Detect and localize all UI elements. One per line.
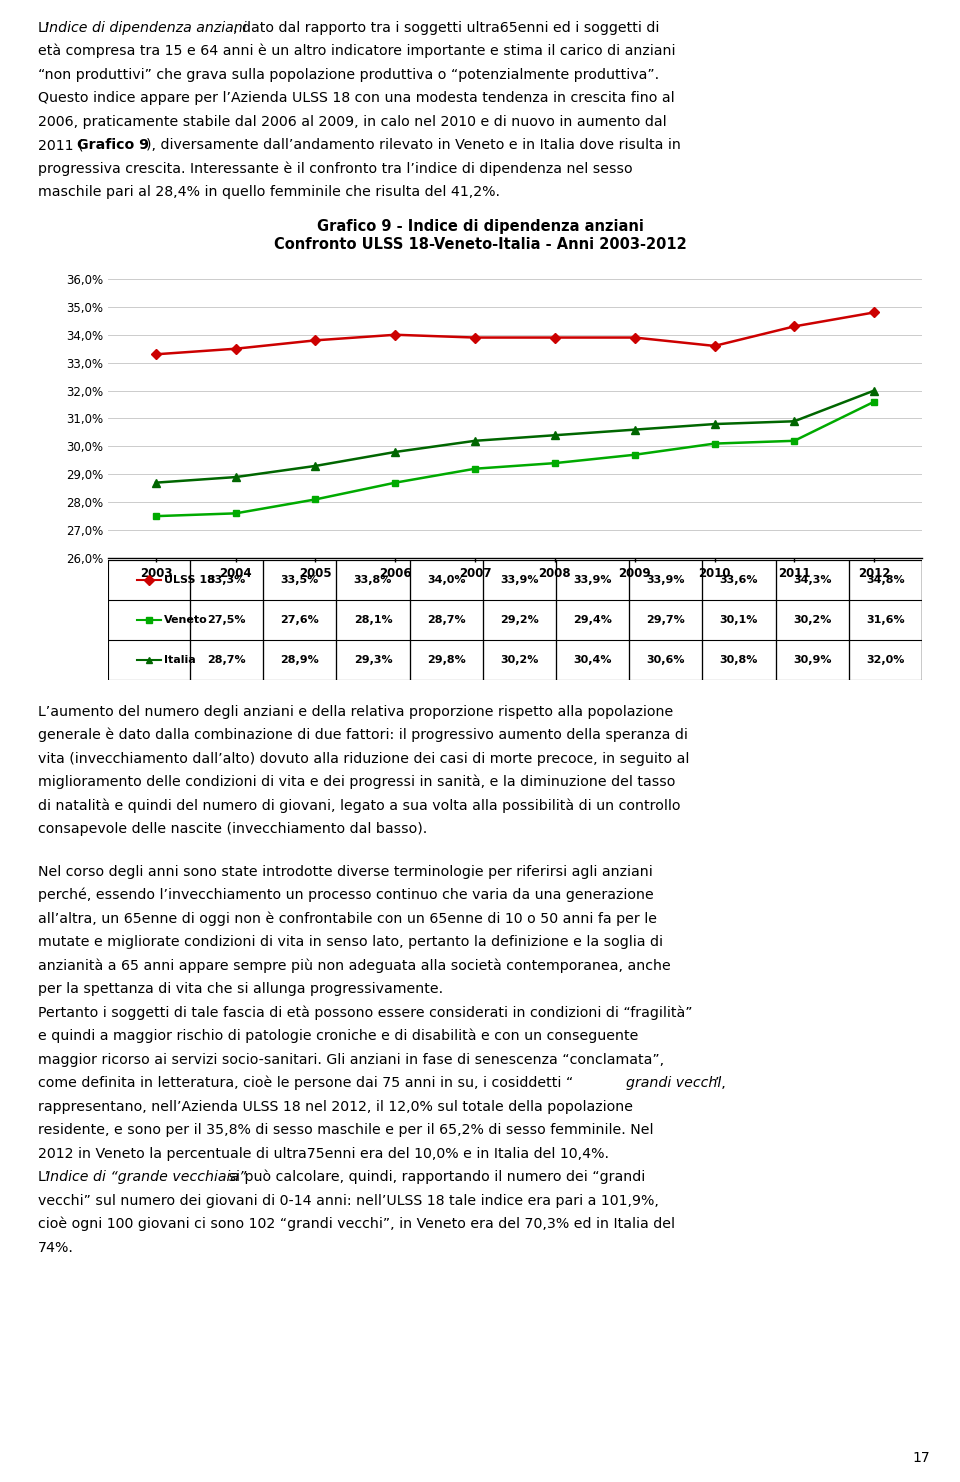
Text: grandi vecchi: grandi vecchi (626, 1076, 721, 1091)
Text: L’aumento del numero degli anziani e della relativa proporzione rispetto alla po: L’aumento del numero degli anziani e del… (38, 704, 673, 719)
Text: 30,1%: 30,1% (720, 615, 758, 625)
Text: ULSS 18: ULSS 18 (164, 575, 215, 585)
Text: 29,7%: 29,7% (646, 615, 685, 625)
Text: 2011 (: 2011 ( (38, 138, 84, 153)
Text: si può calcolare, quindi, rapportando il numero dei “grandi: si può calcolare, quindi, rapportando il… (224, 1169, 645, 1184)
Text: 30,9%: 30,9% (793, 655, 831, 665)
Text: mutate e migliorate condizioni di vita in senso lato, pertanto la definizione e : mutate e migliorate condizioni di vita i… (38, 935, 663, 948)
Text: 32,0%: 32,0% (866, 655, 904, 665)
Text: residente, e sono per il 35,8% di sesso maschile e per il 65,2% di sesso femmini: residente, e sono per il 35,8% di sesso … (38, 1123, 654, 1137)
Text: generale è dato dalla combinazione di due fattori: il progressivo aumento della : generale è dato dalla combinazione di du… (38, 728, 688, 742)
Text: 28,7%: 28,7% (207, 655, 246, 665)
Text: 30,6%: 30,6% (646, 655, 685, 665)
Text: 30,2%: 30,2% (500, 655, 539, 665)
Text: 29,4%: 29,4% (573, 615, 612, 625)
Text: 33,9%: 33,9% (646, 575, 685, 585)
Text: Indice di “grande vecchiaia”: Indice di “grande vecchiaia” (46, 1171, 247, 1184)
Text: 30,2%: 30,2% (793, 615, 831, 625)
Text: 28,9%: 28,9% (280, 655, 319, 665)
Text: anzianità a 65 anni appare sempre più non adeguata alla società contemporanea, a: anzianità a 65 anni appare sempre più no… (38, 959, 671, 972)
Text: 27,6%: 27,6% (280, 615, 319, 625)
Text: 31,6%: 31,6% (866, 615, 904, 625)
Text: perché, essendo l’invecchiamento un processo continuo che varia da una generazio: perché, essendo l’invecchiamento un proc… (38, 888, 654, 903)
Text: 34,8%: 34,8% (866, 575, 904, 585)
Text: di natalità e quindi del numero di giovani, legato a sua volta alla possibilità : di natalità e quindi del numero di giova… (38, 799, 681, 812)
Text: 29,3%: 29,3% (353, 655, 393, 665)
Text: 33,5%: 33,5% (280, 575, 319, 585)
Text: come definita in letteratura, cioè le persone dai 75 anni in su, i cosiddetti “: come definita in letteratura, cioè le pe… (38, 1076, 573, 1091)
Text: 34,3%: 34,3% (793, 575, 831, 585)
Text: 33,9%: 33,9% (500, 575, 539, 585)
Text: , dato dal rapporto tra i soggetti ultra65enni ed i soggetti di: , dato dal rapporto tra i soggetti ultra… (233, 21, 660, 34)
Text: L’: L’ (38, 1171, 50, 1184)
Text: per la spettanza di vita che si allunga progressivamente.: per la spettanza di vita che si allunga … (38, 983, 444, 996)
Text: 28,7%: 28,7% (427, 615, 466, 625)
Text: Grafico 9 - Indice di dipendenza anziani: Grafico 9 - Indice di dipendenza anziani (317, 219, 643, 234)
Text: maggior ricorso ai servizi socio-sanitari. Gli anziani in fase di senescenza “co: maggior ricorso ai servizi socio-sanitar… (38, 1052, 664, 1067)
Text: 2012 in Veneto la percentuale di ultra75enni era del 10,0% e in Italia del 10,4%: 2012 in Veneto la percentuale di ultra75… (38, 1147, 609, 1160)
Text: 27,5%: 27,5% (207, 615, 246, 625)
Text: 29,8%: 29,8% (427, 655, 466, 665)
Text: 30,4%: 30,4% (573, 655, 612, 665)
Text: 33,8%: 33,8% (354, 575, 393, 585)
Text: 28,1%: 28,1% (353, 615, 393, 625)
Text: vecchi” sul numero dei giovani di 0-14 anni: nell’ULSS 18 tale indice era pari a: vecchi” sul numero dei giovani di 0-14 a… (38, 1193, 659, 1208)
Text: ”,: ”, (715, 1076, 727, 1091)
Text: L’: L’ (38, 21, 50, 34)
Text: 29,2%: 29,2% (500, 615, 539, 625)
Text: Italia: Italia (164, 655, 196, 665)
Text: rappresentano, nell’Azienda ULSS 18 nel 2012, il 12,0% sul totale della popolazi: rappresentano, nell’Azienda ULSS 18 nel … (38, 1100, 633, 1113)
Text: Questo indice appare per l’Azienda ULSS 18 con una modesta tendenza in crescita : Questo indice appare per l’Azienda ULSS … (38, 90, 675, 105)
Text: Confronto ULSS 18-Veneto-Italia - Anni 2003-2012: Confronto ULSS 18-Veneto-Italia - Anni 2… (274, 237, 686, 252)
Text: “non produttivi” che grava sulla popolazione produttiva o “potenzialmente produt: “non produttivi” che grava sulla popolaz… (38, 68, 660, 82)
Text: consapevole delle nascite (invecchiamento dal basso).: consapevole delle nascite (invecchiament… (38, 823, 427, 836)
Text: 33,9%: 33,9% (573, 575, 612, 585)
Text: età compresa tra 15 e 64 anni è un altro indicatore importante e stima il carico: età compresa tra 15 e 64 anni è un altro… (38, 43, 676, 58)
Text: progressiva crescita. Interessante è il confronto tra l’indice di dipendenza nel: progressiva crescita. Interessante è il … (38, 162, 633, 176)
Text: miglioramento delle condizioni di vita e dei progressi in sanità, e la diminuzio: miglioramento delle condizioni di vita e… (38, 775, 676, 788)
Text: 33,6%: 33,6% (720, 575, 758, 585)
Text: cioè ogni 100 giovani ci sono 102 “grandi vecchi”, in Veneto era del 70,3% ed in: cioè ogni 100 giovani ci sono 102 “grand… (38, 1217, 675, 1232)
Text: ), diversamente dall’andamento rilevato in Veneto e in Italia dove risulta in: ), diversamente dall’andamento rilevato … (146, 138, 681, 153)
Text: Pertanto i soggetti di tale fascia di età possono essere considerati in condizio: Pertanto i soggetti di tale fascia di et… (38, 1005, 692, 1020)
Text: maschile pari al 28,4% in quello femminile che risulta del 41,2%.: maschile pari al 28,4% in quello femmini… (38, 185, 500, 199)
Text: 74%.: 74%. (38, 1240, 74, 1255)
Text: Nel corso degli anni sono state introdotte diverse terminologie per riferirsi ag: Nel corso degli anni sono state introdot… (38, 864, 653, 879)
Text: 30,8%: 30,8% (720, 655, 758, 665)
Text: Grafico 9: Grafico 9 (78, 138, 150, 153)
Text: 34,0%: 34,0% (427, 575, 466, 585)
Text: all’altra, un 65enne di oggi non è confrontabile con un 65enne di 10 o 50 anni f: all’altra, un 65enne di oggi non è confr… (38, 911, 657, 926)
Text: Indice di dipendenza anziani: Indice di dipendenza anziani (45, 21, 247, 34)
Text: 17: 17 (912, 1451, 930, 1466)
Text: vita (invecchiamento dall’alto) dovuto alla riduzione dei casi di morte precoce,: vita (invecchiamento dall’alto) dovuto a… (38, 751, 689, 766)
Text: 2006, praticamente stabile dal 2006 al 2009, in calo nel 2010 e di nuovo in aume: 2006, praticamente stabile dal 2006 al 2… (38, 114, 666, 129)
Text: e quindi a maggior rischio di patologie croniche e di disabilità e con un conseg: e quindi a maggior rischio di patologie … (38, 1029, 638, 1043)
Text: 33,3%: 33,3% (207, 575, 246, 585)
Text: Veneto: Veneto (164, 615, 207, 625)
